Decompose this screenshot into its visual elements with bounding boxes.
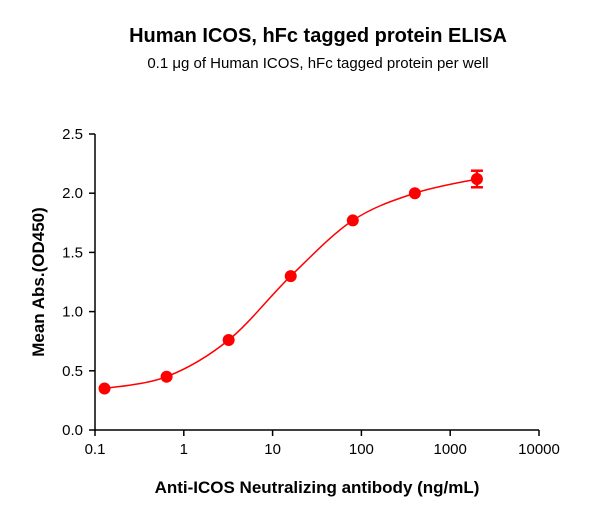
data-point [160, 370, 173, 383]
y-tick-label: 0.0 [62, 422, 83, 439]
x-tick-label: 1 [180, 441, 188, 458]
x-tick-label: 10 [264, 441, 281, 458]
data-point [408, 187, 421, 200]
data-point [470, 172, 483, 185]
fit-curve [104, 178, 478, 390]
y-tick-label: 1.5 [62, 244, 83, 261]
x-axis-label: Anti-ICOS Neutralizing antibody (ng/mL) [155, 478, 480, 497]
y-axis-label: Mean Abs.(OD450) [29, 207, 48, 357]
y-tick-label: 2.0 [62, 185, 83, 202]
data-point [222, 334, 235, 347]
data-point [346, 214, 359, 227]
x-tick-label: 1000 [434, 441, 467, 458]
x-tick-label: 100 [349, 441, 374, 458]
y-tick-label: 0.5 [62, 363, 83, 380]
x-tick-label: 0.1 [85, 441, 106, 458]
data-point [98, 382, 111, 395]
chart-title: Human ICOS, hFc tagged protein ELISA [129, 25, 507, 47]
y-tick-label: 2.5 [62, 126, 83, 143]
y-tick-label: 1.0 [62, 304, 83, 321]
chart-subtitle: 0.1 μg of Human ICOS, hFc tagged protein… [147, 55, 488, 72]
x-tick-label: 10000 [518, 441, 560, 458]
data-point [284, 270, 297, 283]
